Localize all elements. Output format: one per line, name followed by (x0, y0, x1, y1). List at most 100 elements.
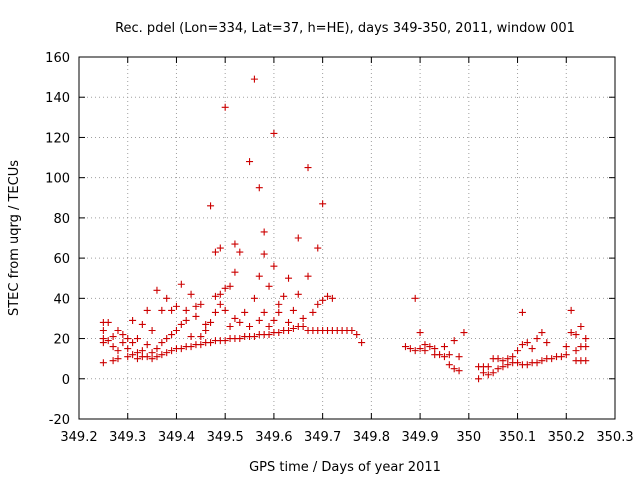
data-point (99, 327, 107, 335)
data-point (494, 355, 502, 363)
data-point (250, 333, 258, 341)
y-tick-label: 0 (62, 373, 70, 388)
data-point (299, 322, 307, 330)
data-point (489, 369, 497, 377)
data-point (304, 272, 312, 280)
data-point (484, 363, 492, 371)
data-point (246, 322, 254, 330)
data-point (411, 347, 419, 355)
y-axis-label: STEC from uqrg / TECUs (7, 160, 22, 316)
x-tick-label: 349.6 (255, 430, 292, 445)
data-point (538, 357, 546, 365)
data-point (124, 335, 132, 343)
data-point (562, 343, 570, 351)
data-point (221, 306, 229, 314)
x-tick-label: 349.9 (401, 430, 438, 445)
data-point (411, 294, 419, 302)
data-point (348, 327, 356, 335)
x-tick-labels: 349.2 349.3 349.4 349.5 349.6 349.7 349.8 349.9… (60, 430, 633, 445)
y-tick-label: 100 (45, 172, 70, 187)
data-point (255, 316, 263, 324)
data-point (187, 343, 195, 351)
data-point (460, 329, 468, 337)
data-point (236, 248, 244, 256)
data-point (177, 320, 185, 328)
y-tick-label: 160 (45, 51, 70, 66)
data-point (582, 357, 590, 365)
data-point (177, 280, 185, 288)
data-point (572, 347, 580, 355)
data-point (197, 300, 205, 308)
data-point (124, 353, 132, 361)
data-point (133, 355, 141, 363)
data-point (207, 318, 215, 326)
data-point (221, 103, 229, 111)
x-tick-label: 349.4 (158, 430, 195, 445)
data-point (289, 306, 297, 314)
data-point (265, 322, 273, 330)
data-point (275, 308, 283, 316)
data-point (294, 290, 302, 298)
data-point (168, 306, 176, 314)
data-point (280, 292, 288, 300)
data-point (211, 308, 219, 316)
x-tick-label: 350 (456, 430, 481, 445)
data-point (440, 353, 448, 361)
data-point (207, 202, 215, 210)
data-point (158, 339, 166, 347)
data-point (231, 314, 239, 322)
data-point (148, 327, 156, 335)
data-point (192, 302, 200, 310)
data-point (114, 327, 122, 335)
data-point (528, 345, 536, 353)
data-point (421, 341, 429, 349)
data-point (299, 314, 307, 322)
data-point (231, 240, 239, 248)
data-point (250, 294, 258, 302)
data-point (153, 345, 161, 353)
x-tick-label: 349.2 (60, 430, 97, 445)
data-point (241, 308, 249, 316)
data-point (484, 371, 492, 379)
data-point (509, 353, 517, 361)
data-point (231, 268, 239, 276)
data-point (450, 365, 458, 373)
x-tick-label: 349.3 (109, 430, 146, 445)
data-point (182, 316, 190, 324)
grid-lines (79, 57, 615, 419)
data-point (523, 361, 531, 369)
data-point (401, 343, 409, 351)
data-point (270, 262, 278, 270)
data-point (104, 318, 112, 326)
data-point (567, 329, 575, 337)
data-point (133, 349, 141, 357)
data-point (109, 333, 117, 341)
data-point (172, 302, 180, 310)
data-point (518, 308, 526, 316)
data-point (309, 308, 317, 316)
data-point (431, 345, 439, 353)
data-point (104, 337, 112, 345)
data-point (494, 365, 502, 373)
data-point (319, 296, 327, 304)
data-point (138, 347, 146, 355)
y-tick-label: 140 (45, 91, 70, 106)
data-point (270, 129, 278, 137)
data-point (319, 200, 327, 208)
data-point (572, 331, 580, 339)
data-point (148, 349, 156, 357)
data-point (172, 327, 180, 335)
data-point (99, 335, 107, 343)
y-tick-label: 20 (53, 333, 70, 348)
data-point (294, 234, 302, 242)
x-tick-label: 350.2 (548, 430, 585, 445)
data-point (221, 337, 229, 345)
data-point (582, 343, 590, 351)
data-point (548, 355, 556, 363)
data-point (562, 351, 570, 359)
y-tick-label: 80 (53, 212, 70, 227)
data-point (202, 327, 210, 335)
data-point (187, 290, 195, 298)
